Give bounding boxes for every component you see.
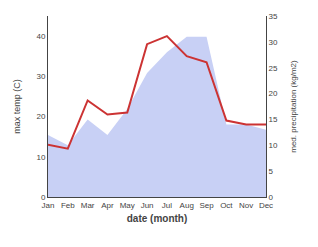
svg-text:May: May [120,201,135,210]
svg-text:5: 5 [269,167,274,176]
svg-text:35: 35 [269,12,278,21]
svg-text:med. precipitation (kg/m2): med. precipitation (kg/m2) [289,60,298,153]
svg-text:Aug: Aug [180,201,194,210]
svg-text:Nov: Nov [239,201,253,210]
svg-text:40: 40 [36,32,45,41]
svg-text:15: 15 [269,115,278,124]
svg-text:Dec: Dec [259,201,273,210]
svg-text:Sep: Sep [199,201,214,210]
svg-text:10: 10 [269,141,278,150]
svg-text:30: 30 [269,38,278,47]
svg-text:30: 30 [36,72,45,81]
svg-text:Apr: Apr [101,201,114,210]
svg-text:Oct: Oct [220,201,233,210]
svg-text:0: 0 [269,193,274,202]
svg-text:25: 25 [269,64,278,73]
svg-text:Jun: Jun [141,201,154,210]
svg-text:Jul: Jul [162,201,172,210]
svg-text:10: 10 [36,153,45,162]
svg-text:Feb: Feb [61,201,75,210]
svg-text:Mar: Mar [81,201,95,210]
svg-text:20: 20 [36,112,45,121]
svg-text:max temp (C): max temp (C) [12,79,22,134]
svg-text:20: 20 [269,89,278,98]
svg-text:Jan: Jan [42,201,55,210]
svg-text:0: 0 [41,193,46,202]
svg-text:date (month): date (month) [127,213,188,224]
